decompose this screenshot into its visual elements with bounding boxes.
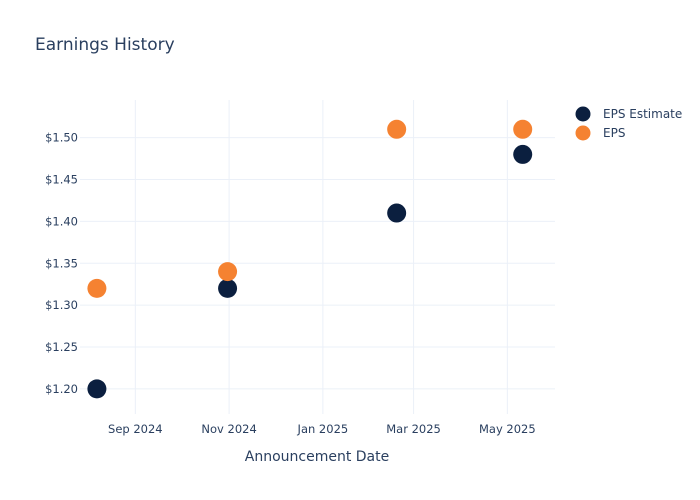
gridlines	[80, 100, 555, 414]
legend-label-eps-estimate: EPS Estimate	[603, 107, 682, 121]
eps-point	[387, 119, 407, 139]
x-axis-title: Announcement Date	[245, 449, 389, 465]
series-eps	[87, 119, 533, 298]
eps-point	[87, 278, 107, 298]
legend-label-eps: EPS	[603, 126, 625, 140]
x-axis-ticks: Sep 2024 Nov 2024 Jan 2025 Mar 2025 May 2025	[108, 422, 536, 436]
y-tick-label: $1.45	[45, 173, 78, 187]
y-tick-label: $1.20	[45, 382, 78, 396]
y-axis-ticks: $1.20 $1.25 $1.30 $1.35 $1.40 $1.45 $1.50	[45, 131, 78, 396]
chart-title: Earnings History	[35, 35, 175, 55]
data-points	[87, 119, 533, 399]
y-tick-label: $1.40	[45, 214, 78, 228]
x-tick-label: Sep 2024	[108, 422, 163, 436]
x-tick-label: May 2025	[479, 422, 536, 436]
y-tick-label: $1.30	[45, 298, 78, 312]
x-tick-label: Nov 2024	[201, 422, 256, 436]
y-tick-label: $1.25	[45, 340, 78, 354]
series-eps-estimate	[87, 144, 533, 399]
y-tick-label: $1.50	[45, 131, 78, 145]
legend: EPS Estimate EPS	[575, 106, 682, 141]
x-tick-label: Mar 2025	[386, 422, 441, 436]
eps-point	[513, 119, 533, 139]
eps-estimate-point	[218, 278, 238, 298]
legend-marker-eps	[575, 125, 591, 141]
legend-marker-eps-estimate	[575, 106, 591, 122]
eps-estimate-point	[87, 379, 107, 399]
x-tick-label: Jan 2025	[297, 422, 349, 436]
y-tick-label: $1.35	[45, 256, 78, 270]
eps-estimate-point	[513, 144, 533, 164]
eps-estimate-point	[387, 203, 407, 223]
eps-point	[218, 262, 238, 282]
